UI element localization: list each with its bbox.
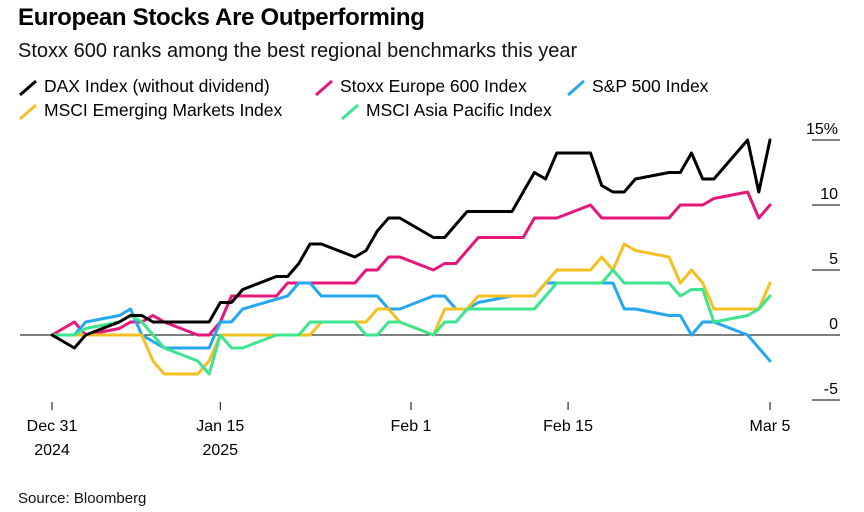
series-line-0 — [50, 138, 772, 350]
legend-label-stoxx: Stoxx Europe 600 Index — [340, 76, 527, 96]
series-layer — [50, 138, 772, 376]
y-tick-label: 5 — [829, 251, 838, 268]
x-tick-label: Feb 1 — [391, 418, 432, 435]
series-line-3 — [50, 242, 772, 376]
y-tick-label: 15% — [806, 121, 838, 138]
series-line-1 — [50, 190, 772, 337]
legend-label-dax: DAX Index (without dividend) — [44, 76, 270, 96]
x-tick-label: Dec 31 — [27, 418, 78, 435]
legend-label-msci-em: MSCI Emerging Markets Index — [44, 100, 283, 120]
x-axis: Dec 31 2024 Jan 15 2025 Feb 1 Feb 15 Mar 5 — [27, 402, 791, 459]
legend-swatch-stoxx — [315, 79, 333, 97]
y-tick-label: 10 — [820, 186, 838, 203]
x-tick-year-label: 2024 — [34, 442, 70, 459]
x-tick-label: Jan 15 — [196, 418, 244, 435]
x-tick-label: Mar 5 — [750, 418, 791, 435]
y-tick-label: -5 — [824, 381, 838, 398]
y-tick-label: 0 — [829, 316, 838, 333]
chart-title: European Stocks Are Outperforming — [18, 4, 425, 31]
legend-label-sp500: S&P 500 Index — [592, 76, 709, 96]
series-line-2 — [50, 281, 772, 363]
chart-subtitle: Stoxx 600 ranks among the best regional … — [18, 40, 578, 62]
legend-swatch-dax — [19, 79, 37, 97]
legend-label-msci-ap: MSCI Asia Pacific Index — [366, 100, 552, 120]
source-note: Source: Bloomberg — [18, 490, 147, 507]
legend-swatch-msci-ap — [341, 103, 359, 121]
x-tick-year-label: 2025 — [202, 442, 238, 459]
series-line-4 — [50, 268, 772, 376]
grid-layer: 15% 10 5 0 -5 — [20, 121, 840, 401]
x-tick-label: Feb 15 — [543, 418, 593, 435]
legend-swatch-msci-em — [19, 103, 37, 121]
legend-swatch-sp500 — [567, 79, 585, 97]
